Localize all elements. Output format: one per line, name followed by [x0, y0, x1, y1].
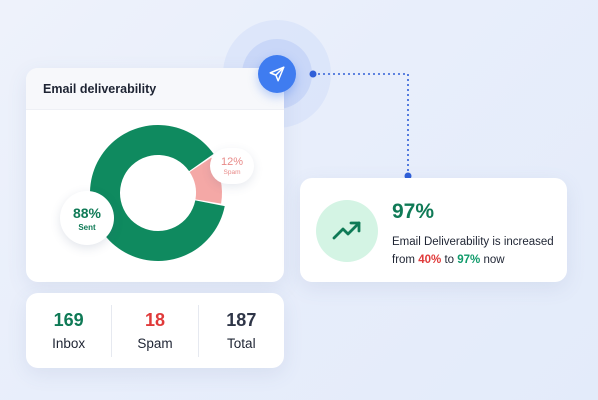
trending-up-icon: [332, 221, 361, 240]
stats-card: 169 Inbox 18 Spam 187 Total: [26, 293, 284, 368]
stat-spam: 18 Spam: [111, 304, 197, 357]
spam-percent: 12%: [220, 156, 244, 168]
improvement-text-prefix: Email Deliverability is increased from: [392, 236, 554, 266]
stat-inbox: 169 Inbox: [26, 305, 111, 357]
sent-label: Sent: [78, 222, 96, 232]
improvement-text-suffix: now: [483, 254, 505, 266]
sent-percent: 88%: [72, 204, 102, 221]
connector-start-dot: [309, 70, 317, 78]
connector-end-dot: [404, 172, 412, 180]
deliverability-card-header: Email deliverability: [26, 68, 284, 110]
improvement-text-mid: to: [444, 254, 455, 266]
stat-total-value: 187: [226, 310, 257, 330]
improvement-new-value: 97%: [457, 254, 481, 266]
improvement-old-value: 40%: [418, 254, 442, 266]
sent-bubble: 88% Sent: [60, 191, 114, 245]
stat-total: 187 Total: [197, 304, 284, 357]
improvement-percent: 97%: [392, 200, 435, 223]
donut-slice-sent: [90, 125, 225, 261]
spam-label: Spam: [223, 169, 241, 176]
trend-badge: [316, 200, 378, 262]
stat-spam-value: 18: [144, 310, 165, 330]
improvement-description: Email Deliverability is increased from 4…: [392, 233, 562, 269]
send-button[interactable]: [258, 55, 296, 93]
improvement-card: 97% Email Deliverability is increased fr…: [300, 178, 567, 282]
stat-inbox-label: Inbox: [52, 336, 86, 351]
deliverability-card-title: Email deliverability: [43, 82, 157, 96]
spam-bubble: 12% Spam: [210, 148, 254, 184]
send-icon: [269, 66, 285, 82]
stat-inbox-value: 169: [53, 310, 84, 330]
stat-total-label: Total: [227, 336, 256, 351]
stat-spam-label: Spam: [137, 336, 173, 351]
